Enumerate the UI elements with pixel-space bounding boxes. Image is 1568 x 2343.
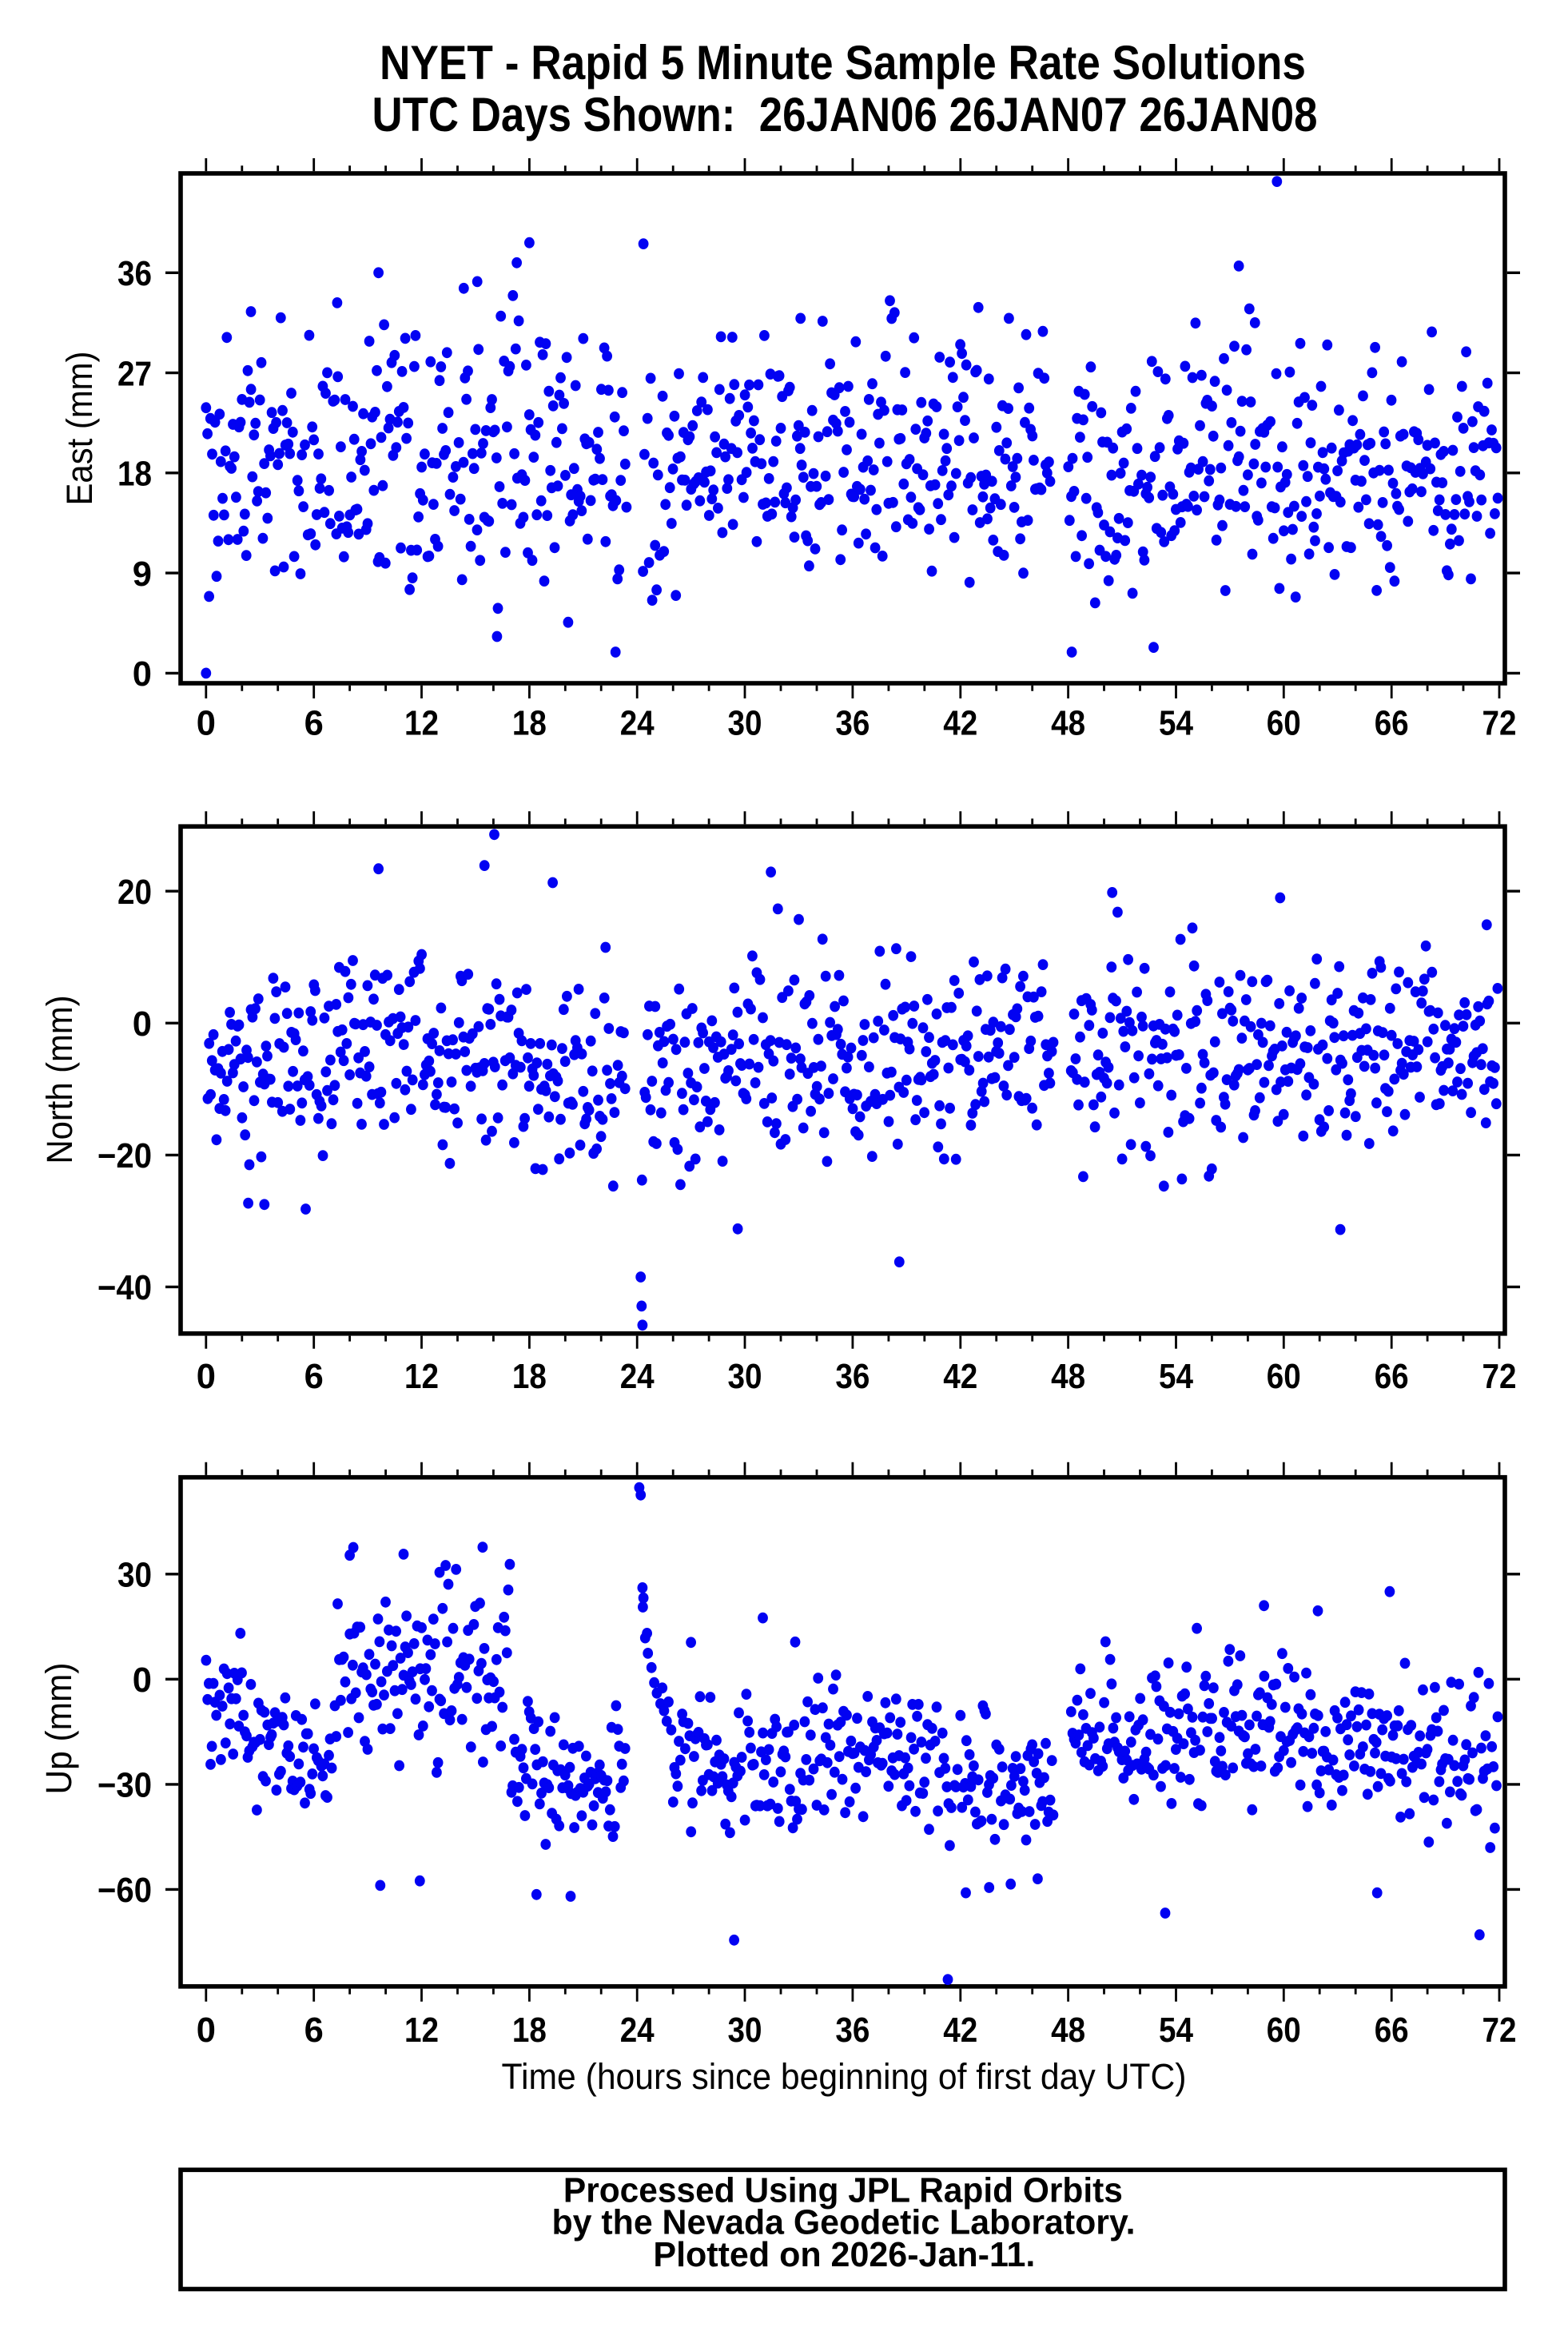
svg-text:−20: −20 <box>98 1137 152 1175</box>
svg-text:48: 48 <box>1051 2011 1085 2050</box>
svg-text:60: 60 <box>1267 2011 1301 2050</box>
svg-text:48: 48 <box>1051 1358 1085 1396</box>
svg-text:Up (mm): Up (mm) <box>38 1663 79 1795</box>
svg-text:24: 24 <box>620 705 655 743</box>
svg-text:30: 30 <box>728 2011 762 2050</box>
svg-text:20: 20 <box>117 873 152 912</box>
svg-text:42: 42 <box>943 705 977 743</box>
svg-text:−40: −40 <box>98 1269 152 1307</box>
svg-text:48: 48 <box>1051 705 1085 743</box>
svg-text:72: 72 <box>1482 705 1517 743</box>
svg-text:6: 6 <box>304 1358 324 1396</box>
svg-text:Plotted on 2026-Jan-11.: Plotted on 2026-Jan-11. <box>653 2236 1035 2274</box>
svg-text:by the Nevada Geodetic Laborat: by the Nevada Geodetic Laboratory. <box>552 2203 1136 2242</box>
svg-text:UTC Days Shown: 26JAN06 26JAN: UTC Days Shown: 26JAN06 26JAN07 26JAN08 <box>372 88 1318 141</box>
svg-text:30: 30 <box>728 705 762 743</box>
svg-text:24: 24 <box>620 1358 655 1396</box>
svg-text:54: 54 <box>1159 2011 1193 2050</box>
svg-text:East (mm): East (mm) <box>59 352 100 506</box>
svg-text:Time (hours since beginning of: Time (hours since beginning of first day… <box>502 2056 1187 2097</box>
svg-text:36: 36 <box>835 1358 870 1396</box>
svg-text:12: 12 <box>404 705 439 743</box>
svg-text:12: 12 <box>404 2011 439 2050</box>
svg-text:72: 72 <box>1482 2011 1517 2050</box>
svg-text:27: 27 <box>117 355 152 393</box>
svg-text:72: 72 <box>1482 1358 1517 1396</box>
svg-text:6: 6 <box>304 2011 324 2050</box>
svg-text:24: 24 <box>620 2011 655 2050</box>
svg-text:−60: −60 <box>98 1872 152 1910</box>
svg-text:66: 66 <box>1375 705 1409 743</box>
svg-text:36: 36 <box>835 2011 870 2050</box>
svg-text:0: 0 <box>133 1005 152 1044</box>
svg-text:30: 30 <box>117 1557 152 1595</box>
svg-text:42: 42 <box>943 2011 977 2050</box>
svg-text:−30: −30 <box>98 1767 152 1805</box>
svg-text:6: 6 <box>304 705 324 743</box>
svg-text:18: 18 <box>512 2011 547 2050</box>
svg-text:66: 66 <box>1375 2011 1409 2050</box>
svg-text:54: 54 <box>1159 705 1193 743</box>
svg-text:0: 0 <box>197 2011 216 2050</box>
svg-text:36: 36 <box>835 705 870 743</box>
svg-text:Processed Using JPL Rapid Orbi: Processed Using JPL Rapid Orbits <box>563 2172 1123 2210</box>
svg-text:0: 0 <box>133 655 152 694</box>
svg-text:NYET - Rapid 5 Minute Sample R: NYET - Rapid 5 Minute Sample Rate Soluti… <box>380 36 1306 90</box>
svg-text:54: 54 <box>1159 1358 1193 1396</box>
svg-text:42: 42 <box>943 1358 977 1396</box>
svg-text:30: 30 <box>728 1358 762 1396</box>
svg-text:0: 0 <box>197 1358 216 1396</box>
svg-text:9: 9 <box>133 555 152 594</box>
svg-text:18: 18 <box>117 455 152 494</box>
svg-text:12: 12 <box>404 1358 439 1396</box>
svg-text:0: 0 <box>133 1661 152 1700</box>
svg-text:60: 60 <box>1267 1358 1301 1396</box>
svg-text:60: 60 <box>1267 705 1301 743</box>
svg-text:0: 0 <box>197 705 216 743</box>
svg-text:66: 66 <box>1375 1358 1409 1396</box>
svg-text:36: 36 <box>117 255 152 293</box>
svg-text:18: 18 <box>512 705 547 743</box>
svg-text:18: 18 <box>512 1358 547 1396</box>
svg-text:North (mm): North (mm) <box>39 996 80 1164</box>
